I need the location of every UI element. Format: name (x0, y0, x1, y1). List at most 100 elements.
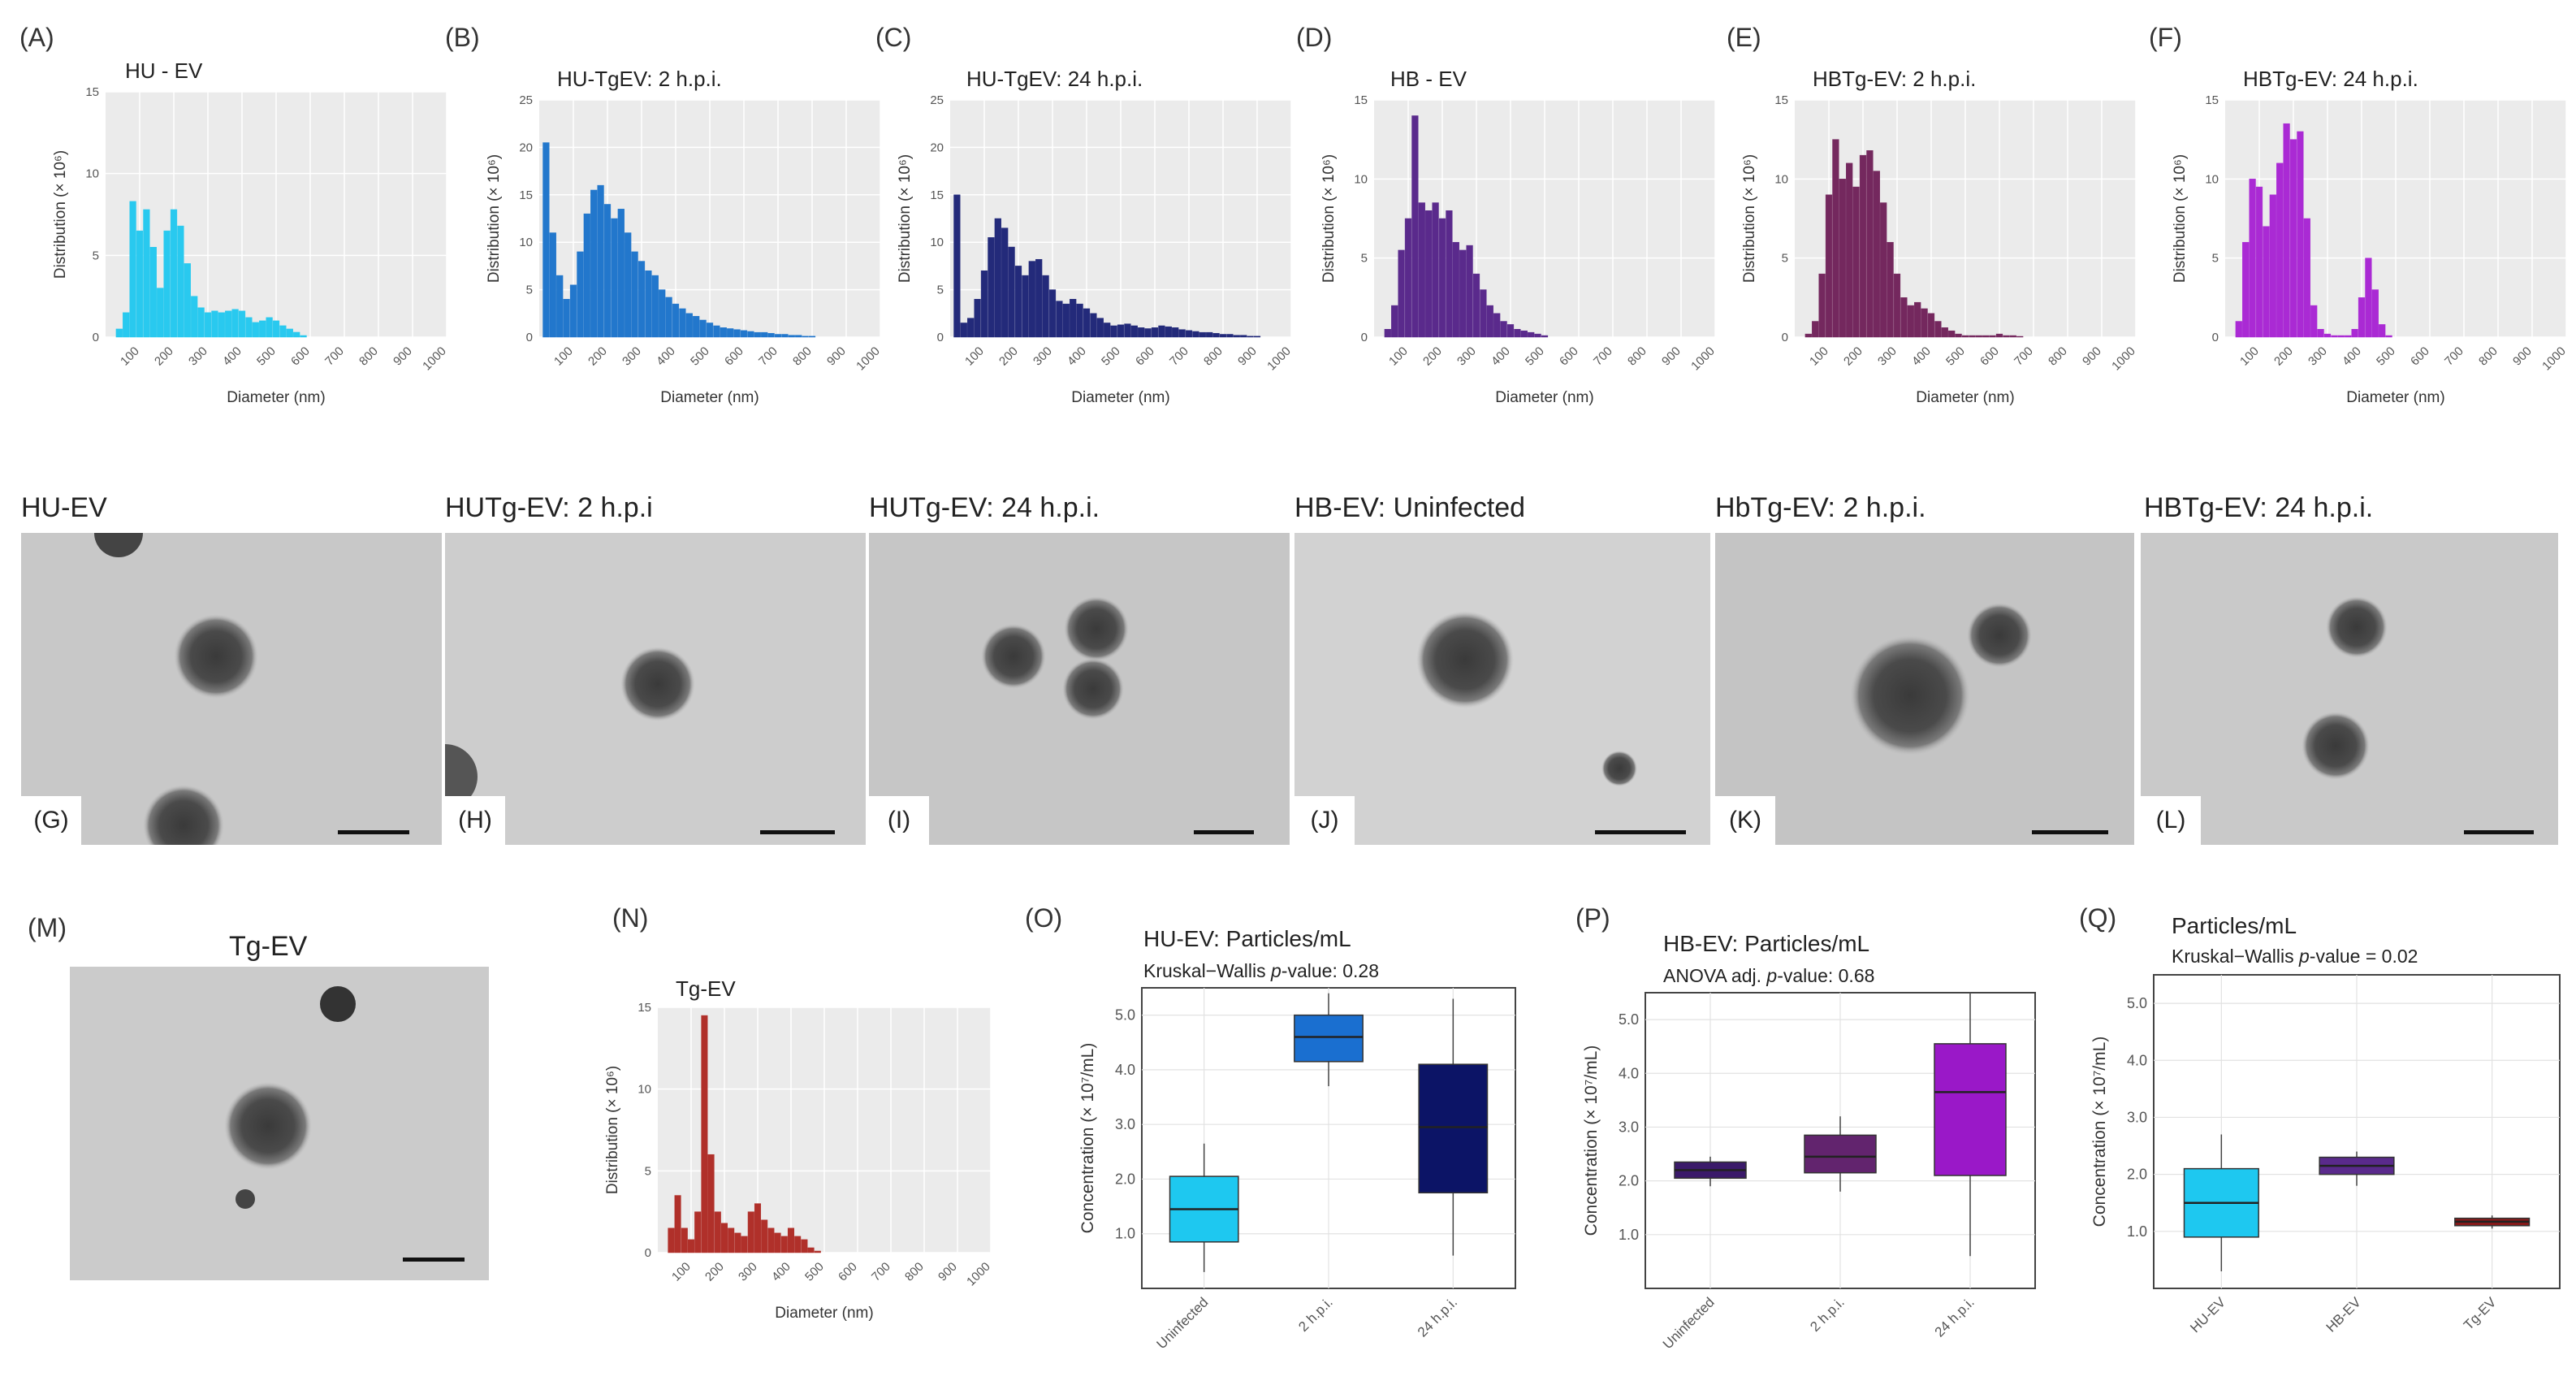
panel-label-a: (A) (19, 23, 54, 52)
histogram-bar (2337, 335, 2345, 338)
panel-label-i: (I) (869, 796, 929, 845)
histogram-bar (681, 1227, 688, 1253)
histogram-bar (1398, 249, 1405, 338)
histogram-bar (286, 328, 293, 338)
y-tick-label: 15 (930, 188, 944, 202)
histogram-f: 0 5 10 15 100 200 300 400 500 600 700 800 900 1000 Dia… (2172, 93, 2569, 406)
histogram-bar (1124, 323, 1131, 338)
histogram-bar (1480, 289, 1487, 338)
x-tick-label: 300 (1031, 344, 1055, 369)
histogram-bar (1253, 336, 1261, 338)
histogram-bar (123, 312, 130, 338)
histogram-bar (1070, 299, 1077, 338)
histogram-bar (1384, 329, 1391, 338)
histogram-bar (2345, 335, 2352, 338)
histogram-bar (767, 1227, 775, 1253)
histogram-bar (631, 251, 638, 338)
histogram-bar (115, 328, 123, 338)
histogram-bar (1982, 335, 1990, 338)
histogram-bar (1158, 325, 1165, 338)
x-tick-label: 700 (2012, 344, 2036, 369)
x-tick-label: 700 (1591, 344, 1615, 369)
histogram-n: 0 5 10 15 100 200 300 400 500 600 700 800 900 1000 Dia… (604, 1001, 993, 1322)
histogram-bar (707, 1154, 715, 1253)
y-tick-label: 10 (930, 236, 944, 249)
x-axis-label: Diameter (nm) (775, 1305, 873, 1322)
histogram-bar (2317, 329, 2324, 338)
boxplot-p: 1.0 2.0 3.0 4.0 5.0 Uninfected 2 h.p.i. 24 h.p.… (1582, 992, 2036, 1352)
histogram-bar (1466, 245, 1473, 338)
em-h-title: HUTg-EV: 2 h.p.i (445, 492, 653, 523)
histogram-bar (577, 251, 584, 338)
histogram-bar (1233, 335, 1240, 338)
histogram-bar (149, 247, 157, 338)
x-tick-label: 100 (1386, 344, 1411, 369)
x-tick-label: 600 (2408, 344, 2432, 369)
x-tick-label: 100 (2237, 344, 2262, 369)
histogram-bar (2379, 324, 2386, 338)
x-tick-label: Tg-EV (2461, 1294, 2500, 1333)
y-tick-label: 5.0 (1115, 1007, 1135, 1024)
histogram-bar (1117, 324, 1125, 338)
histogram-bar (549, 232, 556, 338)
x-axis-label: Diameter (nm) (660, 389, 759, 406)
boxplot-o: 1.0 2.0 3.0 4.0 5.0 Uninfected 2 h.p.i. 24 h.p.… (1078, 987, 1516, 1352)
x-axis-label: Diameter (nm) (2346, 389, 2444, 406)
y-tick-label: 2.0 (1115, 1171, 1135, 1187)
histogram-bar (754, 1203, 762, 1253)
histogram-bar (693, 316, 700, 338)
histogram-bar (1818, 273, 1826, 338)
box-q-title: Particles/mL (2172, 913, 2297, 938)
x-tick-label: 500 (1523, 344, 1547, 369)
histogram-bar (1028, 261, 1035, 338)
histogram-c: 0 5 10 15 20 25 100 200 300 400 500 600 700 800 900 100… (897, 93, 1294, 406)
x-tick-label: 600 (722, 344, 746, 369)
histogram-bar (556, 275, 564, 338)
histogram-b: 0 5 10 15 20 25 100 200 300 400 500 600 700 800 900 100… (486, 93, 883, 406)
x-tick-label: 400 (769, 1260, 793, 1284)
histogram-bar (1995, 333, 2003, 338)
y-tick-label: 1.0 (1619, 1227, 1639, 1243)
histogram-bar (1887, 241, 1894, 338)
histogram-bar (129, 201, 136, 338)
histogram-bar (1989, 335, 1996, 338)
histogram-bar (1948, 330, 1956, 338)
y-axis-label: Concentration (× 10⁷/mL) (2090, 1037, 2109, 1227)
histogram-bar (204, 312, 212, 338)
x-tick-label: 500 (1099, 344, 1123, 369)
histogram-bar (1014, 266, 1022, 338)
panel-label-q: (Q) (2079, 903, 2117, 933)
x-tick-label: 600 (1557, 344, 1581, 369)
y-tick-label: 0 (645, 1246, 651, 1260)
histogram-bar (1975, 335, 1982, 338)
x-tick-label: 300 (1875, 344, 1900, 369)
histogram-bar (590, 189, 598, 338)
y-tick-label: 2.0 (1619, 1173, 1639, 1189)
y-tick-label: 10 (1354, 172, 1368, 186)
histogram-bar (1001, 227, 1009, 338)
histogram-bar (733, 329, 741, 338)
histogram-bar (687, 1239, 695, 1253)
y-tick-label: 5 (937, 284, 944, 297)
x-tick-label: 200 (2271, 344, 2296, 369)
histogram-bar (611, 218, 618, 338)
histogram-bar (960, 323, 967, 338)
x-tick-label: 900 (2080, 344, 2104, 369)
histogram-bar (701, 1015, 708, 1253)
box (1934, 1043, 2007, 1176)
x-tick-label: 500 (254, 344, 279, 369)
y-tick-label: 15 (1774, 93, 1788, 107)
histogram-bar (651, 275, 659, 338)
x-tick-label: 400 (1909, 344, 1934, 369)
histogram-bar (163, 230, 171, 338)
y-axis-label: Distribution (× 10⁶) (897, 154, 914, 283)
y-tick-label: 4.0 (1619, 1065, 1639, 1081)
histogram-bar (1446, 210, 1453, 338)
histogram-bar (1859, 154, 1867, 338)
y-tick-label: 0 (2212, 331, 2219, 344)
histogram-bar (2016, 336, 2024, 338)
histogram-bar (2365, 258, 2372, 338)
em-image-g: (G) (21, 533, 442, 845)
histogram-bar (1880, 202, 1887, 338)
histogram-bar (714, 1211, 721, 1253)
